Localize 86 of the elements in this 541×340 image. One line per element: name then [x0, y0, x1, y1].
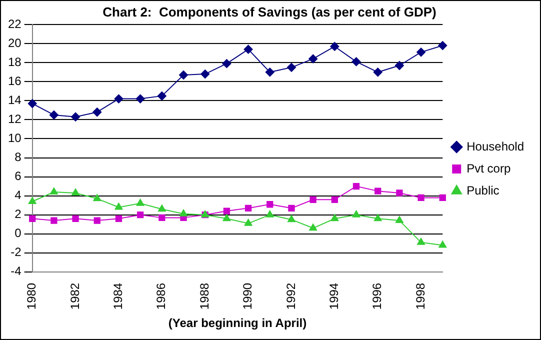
point: [179, 70, 188, 80]
point: [374, 214, 382, 222]
x-tick-label: 1996: [370, 282, 384, 310]
point: [71, 112, 80, 122]
x-tick-label: 1982: [68, 282, 82, 310]
x-tick-label: 1986: [154, 282, 168, 310]
point: [244, 204, 252, 212]
point: [265, 68, 274, 77]
point: [136, 212, 144, 218]
point: [180, 209, 188, 216]
point: [115, 215, 122, 222]
point: [28, 99, 37, 108]
point: [266, 210, 274, 218]
point: [244, 44, 253, 54]
point: [158, 214, 166, 222]
point: [352, 57, 361, 66]
y-tick-label: 2: [14, 207, 22, 222]
point: [288, 215, 296, 222]
point: [222, 214, 231, 222]
point: [93, 194, 102, 202]
point: [309, 224, 318, 231]
y-tick-label: 6: [14, 169, 22, 184]
point: [438, 240, 447, 248]
y-tick-label: 0: [14, 226, 22, 240]
y-tick-label: 4: [14, 188, 22, 202]
x-tick-label: 1984: [111, 282, 126, 310]
point: [114, 202, 123, 210]
legend-label: Public: [466, 183, 500, 198]
x-tick-label: 1994: [326, 282, 341, 310]
point: [266, 201, 274, 208]
point: [200, 70, 210, 79]
y-tick-label: 22: [8, 16, 22, 31]
y-tick-label: -4: [10, 264, 22, 278]
y-tick-label: 18: [8, 54, 22, 69]
point: [222, 59, 232, 68]
point: [417, 238, 425, 245]
point: [136, 94, 145, 104]
y-tick-label: 20: [8, 36, 22, 50]
point: [330, 42, 340, 51]
y-tick-label: 8: [14, 150, 22, 164]
point: [28, 197, 36, 204]
point: [72, 215, 79, 222]
point: [438, 41, 448, 50]
y-tick-label: 16: [8, 74, 22, 88]
y-tick-label: 10: [8, 131, 22, 146]
point: [374, 188, 382, 194]
point: [439, 194, 446, 202]
y-tick-label: 12: [8, 112, 22, 126]
point: [136, 198, 144, 206]
point: [49, 110, 58, 120]
legend-label: Pvt corp: [466, 161, 511, 176]
point: [288, 204, 295, 212]
point: [50, 188, 58, 195]
point: [92, 108, 102, 117]
x-tick-label: 1998: [413, 282, 428, 310]
chart-title: Chart 2: Components of Savings (as per cent of GDP): [102, 4, 436, 20]
point: [331, 196, 338, 203]
x-tick-label: 1990: [240, 282, 255, 310]
point: [244, 218, 252, 226]
point: [352, 210, 360, 218]
point: [157, 91, 166, 100]
point: [373, 68, 382, 77]
point: [286, 62, 296, 72]
point: [396, 190, 403, 196]
point: [114, 94, 124, 104]
x-axis-title: (Year beginning in April): [168, 316, 307, 330]
point: [418, 194, 424, 202]
point: [352, 182, 360, 190]
x-tick-label: 1988: [197, 282, 212, 310]
point: [94, 217, 100, 224]
point: [50, 217, 58, 224]
y-tick-label: 14: [8, 93, 22, 108]
y-tick-label: -2: [10, 245, 22, 260]
point: [223, 208, 230, 214]
point: [395, 216, 404, 224]
point: [308, 54, 318, 64]
point: [72, 188, 80, 196]
x-tick-label: 1992: [284, 282, 298, 310]
point: [330, 214, 339, 222]
point: [29, 215, 36, 222]
x-tick-label: 1980: [24, 282, 39, 310]
legend-label: Household: [466, 139, 524, 154]
point: [310, 196, 316, 203]
point: [158, 204, 166, 212]
point: [416, 48, 426, 57]
point: [394, 61, 404, 70]
